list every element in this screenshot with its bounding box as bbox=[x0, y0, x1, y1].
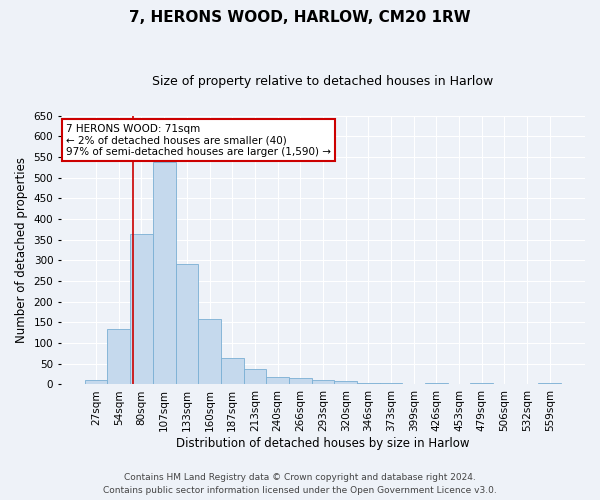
Title: Size of property relative to detached houses in Harlow: Size of property relative to detached ho… bbox=[152, 75, 494, 88]
Bar bbox=[425, 383, 448, 384]
Y-axis label: Number of detached properties: Number of detached properties bbox=[15, 157, 28, 343]
Bar bbox=[311, 380, 334, 384]
Bar bbox=[221, 358, 244, 384]
X-axis label: Distribution of detached houses by size in Harlow: Distribution of detached houses by size … bbox=[176, 437, 470, 450]
Bar bbox=[244, 368, 266, 384]
Bar bbox=[266, 378, 289, 384]
Bar bbox=[153, 162, 176, 384]
Text: Contains HM Land Registry data © Crown copyright and database right 2024.
Contai: Contains HM Land Registry data © Crown c… bbox=[103, 474, 497, 495]
Bar bbox=[85, 380, 107, 384]
Bar bbox=[198, 319, 221, 384]
Bar bbox=[107, 328, 130, 384]
Bar bbox=[130, 234, 153, 384]
Bar bbox=[357, 383, 380, 384]
Bar bbox=[380, 383, 403, 384]
Bar bbox=[289, 378, 311, 384]
Bar bbox=[470, 383, 493, 384]
Text: 7, HERONS WOOD, HARLOW, CM20 1RW: 7, HERONS WOOD, HARLOW, CM20 1RW bbox=[129, 10, 471, 25]
Text: 7 HERONS WOOD: 71sqm
← 2% of detached houses are smaller (40)
97% of semi-detach: 7 HERONS WOOD: 71sqm ← 2% of detached ho… bbox=[66, 124, 331, 157]
Bar bbox=[538, 383, 561, 384]
Bar bbox=[334, 381, 357, 384]
Bar bbox=[176, 264, 198, 384]
